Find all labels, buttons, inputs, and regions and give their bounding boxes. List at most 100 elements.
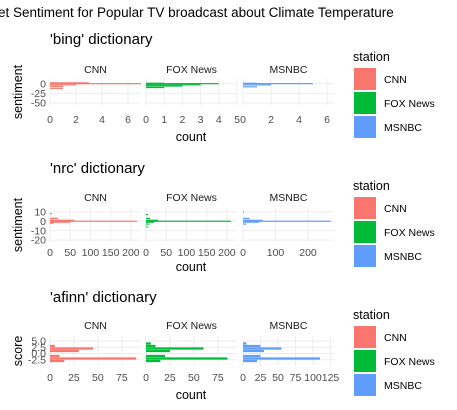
x-tick-label: 0 — [143, 114, 149, 126]
y-tick-label: -10 — [31, 225, 46, 237]
facet-label: CNN — [84, 320, 107, 332]
y-tick-label: 0.0 — [31, 348, 46, 360]
facet-fox-news: FOX News 0 50 100 150 200 — [143, 189, 237, 259]
y-tick-label: 0 — [40, 216, 46, 228]
x-tick-label: 100 — [267, 247, 285, 259]
x-tick-label: 100 — [178, 247, 196, 259]
legend: station CNN FOX News MSNBC — [353, 50, 435, 138]
x-tick-label: 25 — [164, 372, 176, 384]
bar-msnbc-1 — [243, 219, 263, 221]
bar-cnn-0 — [50, 220, 137, 222]
legend-label-cnn: CNN — [384, 203, 407, 215]
facet-msnbc: MSNBC 0 25 50 75 100 125 — [240, 317, 339, 384]
bar-msnbc--3 — [243, 359, 257, 363]
legend-key-cnn — [354, 197, 376, 219]
legend-label-msnbc: MSNBC — [384, 251, 422, 263]
bar-msnbc-3 — [243, 217, 250, 219]
bar-msnbc--1 — [243, 221, 260, 223]
bar-fox-news--2 — [146, 357, 228, 360]
bar-cnn--1 — [50, 221, 71, 223]
bar-fox-news-7 — [146, 214, 149, 216]
legend-label-fox-news: FOX News — [384, 98, 435, 110]
x-tick-label: 200 — [218, 247, 236, 259]
x-tick-label: 100 — [82, 247, 100, 259]
bar-cnn-2 — [50, 82, 89, 84]
x-tick-label: 50 — [64, 247, 76, 259]
x-tick-label: 75 — [116, 372, 128, 384]
bar-cnn-3 — [50, 344, 55, 348]
facet-strip — [146, 189, 237, 203]
facet-label: MSNBC — [270, 192, 308, 204]
x-tick-label: 4 — [216, 114, 222, 126]
x-tick-label: 4 — [99, 114, 105, 126]
legend-key-msnbc — [354, 245, 376, 267]
facet-msnbc: MSNBC 0 2 4 6 — [240, 61, 334, 126]
x-tick-label: 5 — [234, 114, 240, 126]
x-tick-label: 100 — [304, 372, 322, 384]
bar-msnbc--3 — [243, 223, 247, 225]
y-tick-label: -50 — [31, 98, 46, 110]
legend-label-fox-news: FOX News — [384, 356, 435, 368]
facet-msnbc: MSNBC 0 100 200 — [240, 189, 334, 259]
facet-strip — [243, 189, 334, 203]
facet-fox-news: FOX News 0 1 2 3 4 5 — [143, 61, 240, 126]
bar-fox-news-4 — [146, 342, 151, 345]
bar-cnn--2 — [50, 222, 55, 224]
bar-cnn-8 — [50, 213, 53, 215]
x-tick-label: 0 — [47, 114, 53, 126]
y-tick-label: -25 — [31, 88, 46, 100]
y-tick-label: -20 — [31, 235, 46, 247]
bar-fox-news-0 — [146, 220, 231, 222]
x-tick-label: 200 — [299, 247, 317, 259]
y-axis-title: sentiment — [11, 197, 25, 252]
bar-msnbc-0 — [243, 220, 331, 222]
y-axis-title: score — [11, 336, 25, 367]
legend-title: station — [353, 179, 390, 193]
bar-fox-news--3 — [146, 359, 161, 363]
bar-fox-news--3 — [146, 223, 150, 225]
x-tick-label: 0 — [143, 372, 149, 384]
x-tick-label: 2 — [73, 114, 79, 126]
x-tick-label: 2 — [179, 114, 185, 126]
x-tick-label: 1 — [161, 114, 167, 126]
facet-strip — [243, 317, 334, 331]
facet-label: FOX News — [166, 192, 217, 204]
facet-label: CNN — [84, 192, 107, 204]
bar-fox-news--1 — [146, 221, 155, 223]
bar-msnbc--1 — [243, 354, 261, 358]
x-tick-label: 50 — [188, 372, 200, 384]
legend-label-cnn: CNN — [384, 332, 407, 344]
legend-title: station — [353, 308, 390, 322]
bar-fox-news-3 — [146, 217, 151, 219]
bar-cnn--1 — [50, 354, 60, 358]
x-tick-label: 25 — [255, 372, 267, 384]
x-tick-label: 0 — [240, 114, 246, 126]
bar-fox-news-0 — [146, 83, 219, 85]
bar-cnn--2 — [50, 357, 137, 360]
legend-key-msnbc — [354, 116, 376, 138]
x-tick-label: 50 — [272, 372, 284, 384]
chart-afinn: 'afinn' dictionary CNN 0 25 50 75 FOX News 0 25 5… — [11, 289, 435, 402]
bar-fox-news-3 — [146, 344, 156, 348]
x-tick-label: 0 — [143, 247, 149, 259]
bar-cnn-3 — [50, 217, 59, 219]
figure-title: et Sentiment for Popular TV broadcast ab… — [0, 5, 394, 20]
facet-fox-news: FOX News 0 25 50 75 — [143, 317, 237, 384]
bar-fox-news-1 — [146, 349, 170, 353]
bar-msnbc-1 — [243, 349, 264, 353]
facet-label: CNN — [84, 64, 107, 76]
x-axis-title: count — [176, 260, 207, 274]
facet-label: FOX News — [166, 64, 217, 76]
bar-msnbc-4 — [243, 342, 247, 345]
facet-label: MSNBC — [270, 64, 308, 76]
bar-fox-news-1 — [146, 219, 159, 221]
facet-strip — [243, 61, 334, 75]
x-tick-label: 75 — [290, 372, 302, 384]
chart-title: 'afinn' dictionary — [50, 289, 157, 306]
legend-key-fox-news — [354, 92, 376, 114]
y-tick-label: 5.0 — [31, 336, 46, 348]
bar-fox-news--10 — [146, 86, 165, 89]
legend-key-fox-news — [354, 350, 376, 372]
